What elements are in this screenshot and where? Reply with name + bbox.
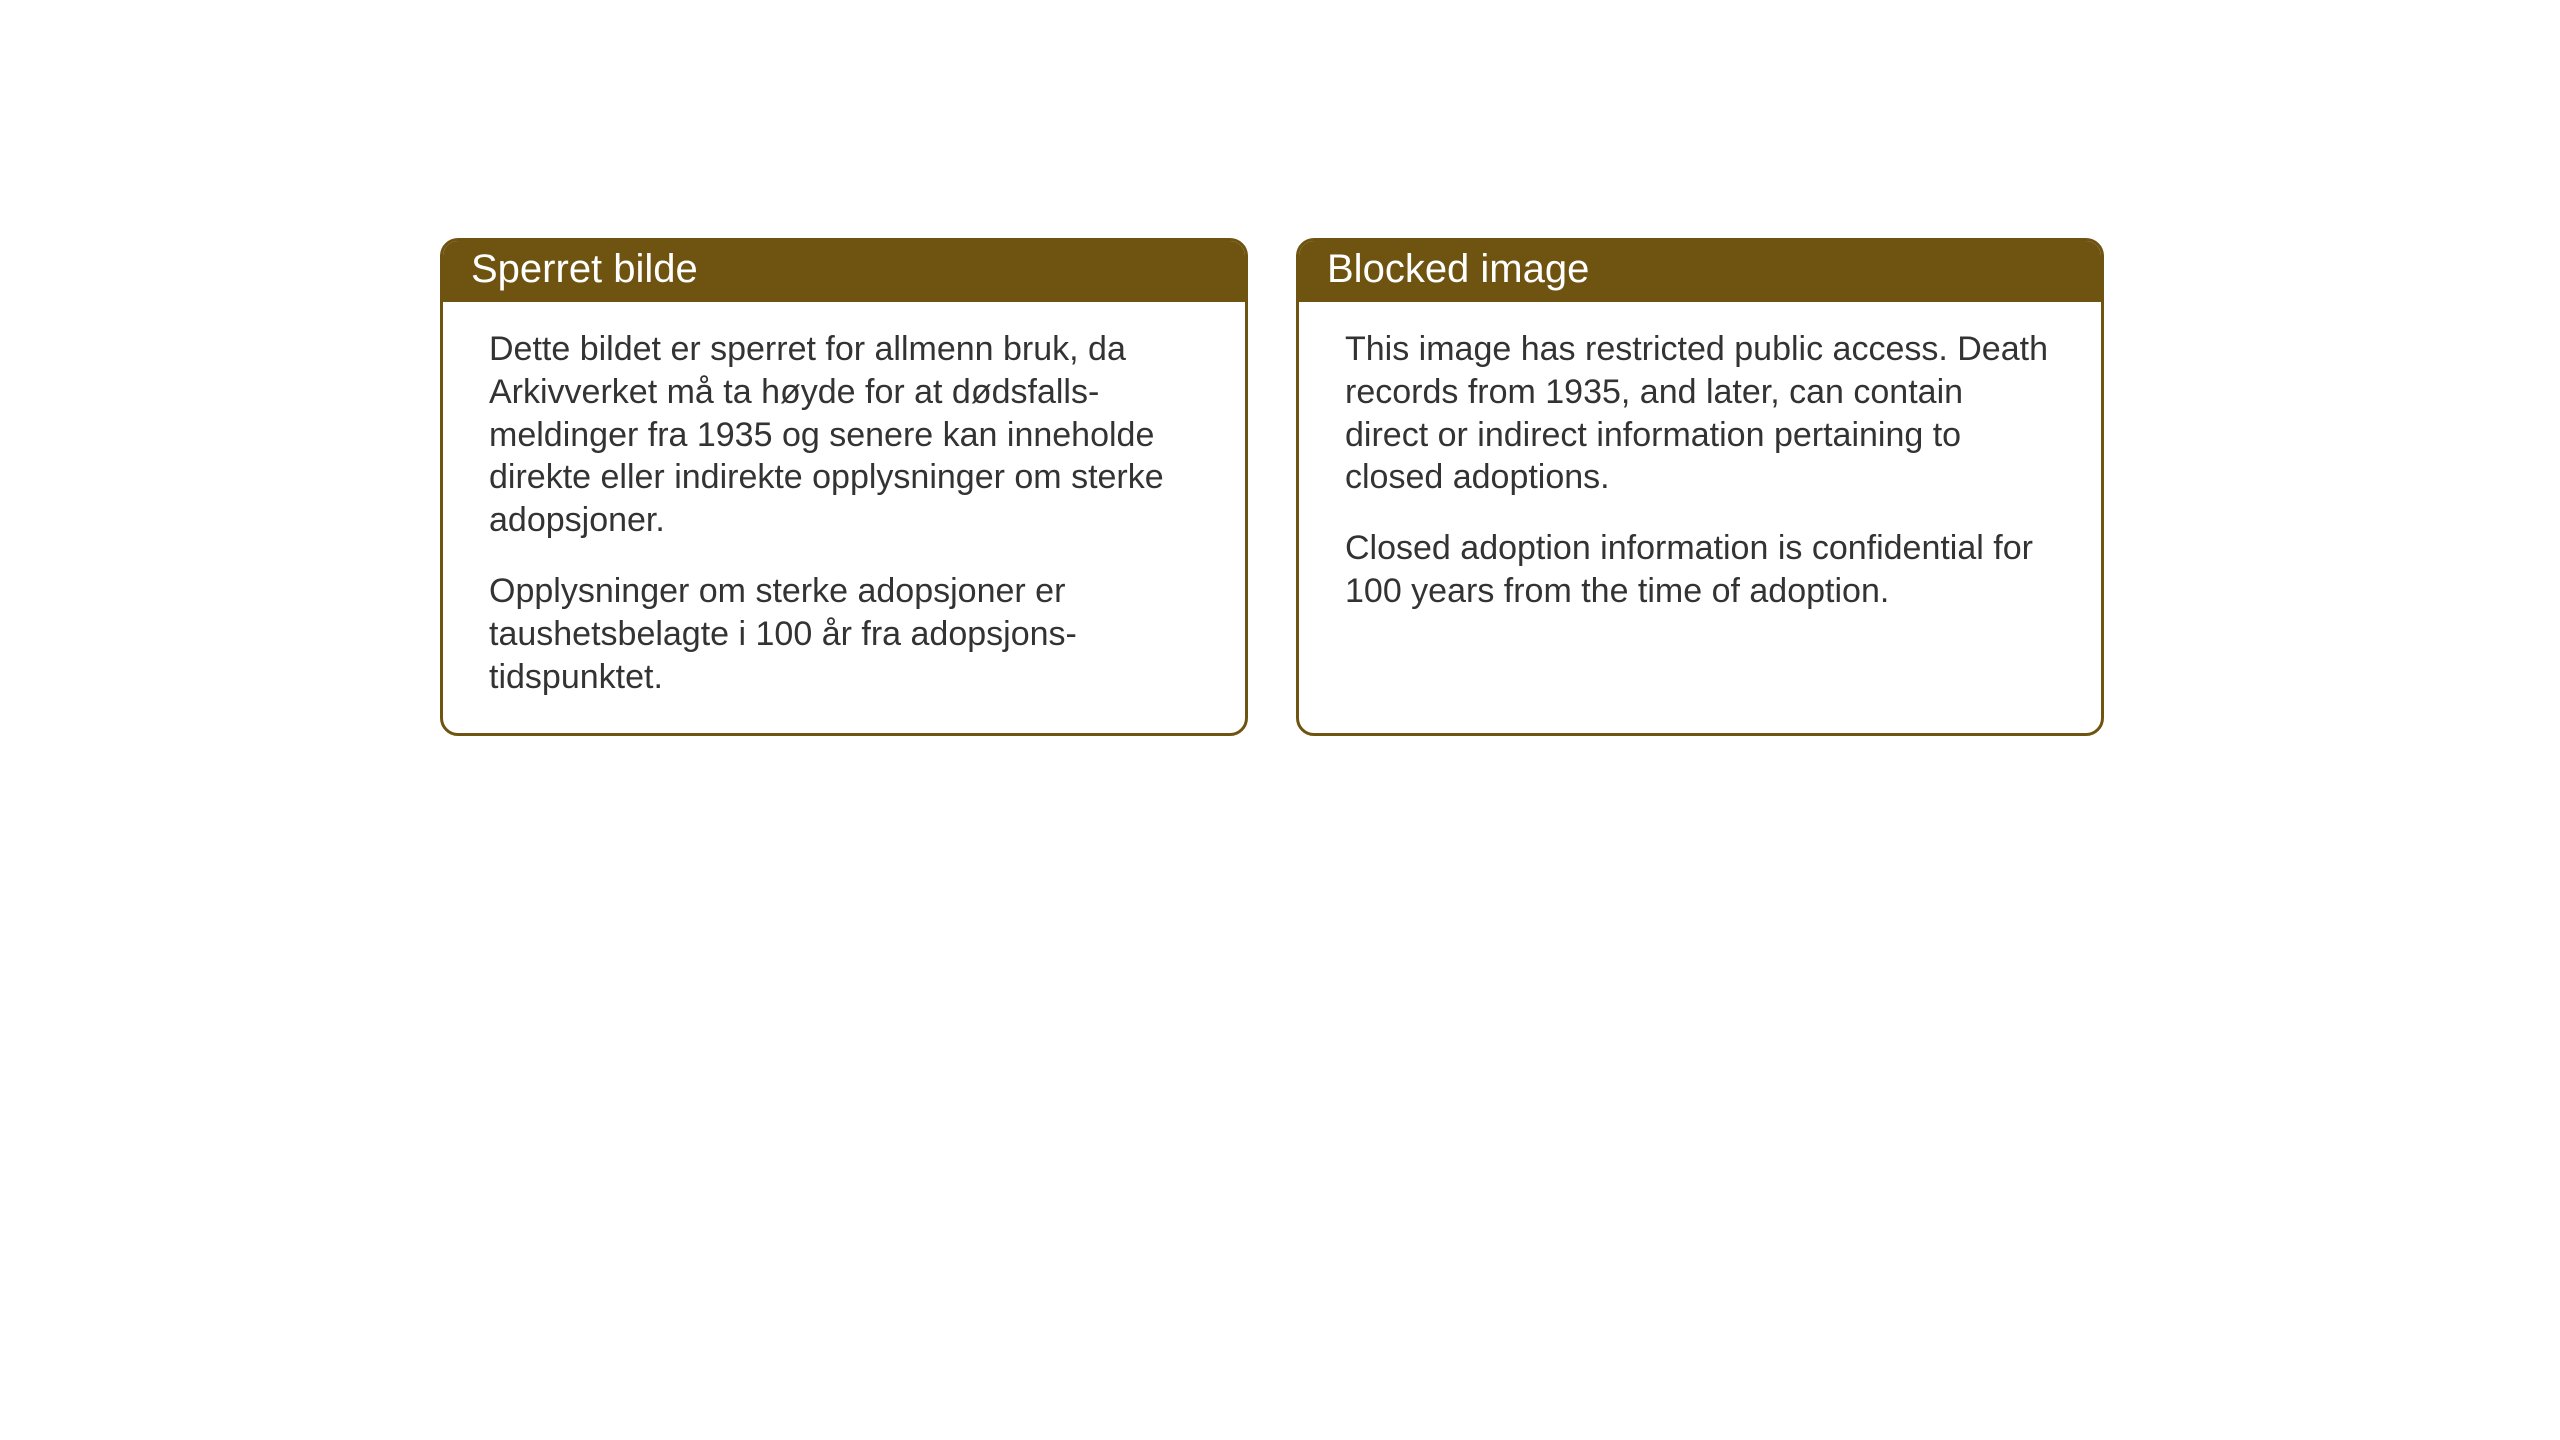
english-card-title: Blocked image xyxy=(1327,247,1589,291)
norwegian-card: Sperret bilde Dette bildet er sperret fo… xyxy=(440,238,1248,736)
english-card-body: This image has restricted public access.… xyxy=(1299,302,2101,688)
english-card: Blocked image This image has restricted … xyxy=(1296,238,2104,736)
norwegian-card-body: Dette bildet er sperret for allmenn bruk… xyxy=(443,302,1245,733)
cards-container: Sperret bilde Dette bildet er sperret fo… xyxy=(440,238,2104,736)
norwegian-paragraph-2: Opplysninger om sterke adopsjoner er tau… xyxy=(489,570,1199,698)
english-card-header: Blocked image xyxy=(1299,241,2101,302)
norwegian-card-title: Sperret bilde xyxy=(471,247,698,291)
norwegian-card-header: Sperret bilde xyxy=(443,241,1245,302)
english-paragraph-1: This image has restricted public access.… xyxy=(1345,328,2055,499)
norwegian-paragraph-1: Dette bildet er sperret for allmenn bruk… xyxy=(489,328,1199,542)
english-paragraph-2: Closed adoption information is confident… xyxy=(1345,527,2055,613)
